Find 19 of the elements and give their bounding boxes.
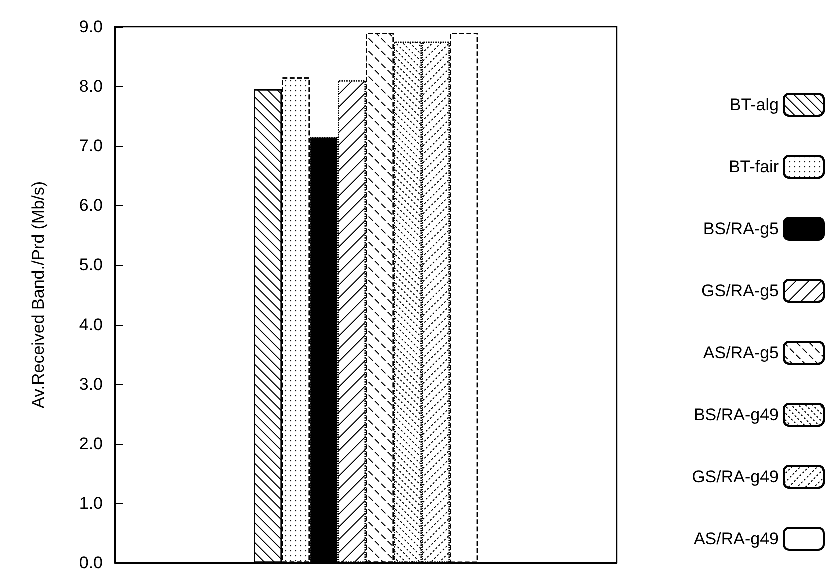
legend-label: GS/RA-g5 — [702, 282, 779, 300]
y-tick-label: 5.0 — [79, 256, 103, 275]
y-axis-title: Av.Received Band./Prd (Mb/s) — [29, 181, 48, 409]
y-tick-label: 3.0 — [79, 374, 103, 394]
y-tick-label: 0.0 — [79, 554, 103, 572]
y-tick-label: 6.0 — [79, 196, 103, 216]
legend-label: AS/RA-g49 — [694, 530, 779, 548]
legend-label: BS/RA-g49 — [694, 406, 779, 424]
y-tick-label: 2.0 — [79, 434, 103, 454]
legend-label: BS/RA-g5 — [703, 220, 779, 238]
y-tick-label: 4.0 — [79, 315, 103, 334]
y-tick-label: 9.0 — [79, 18, 103, 36]
legend-label: BT-fair — [728, 158, 780, 176]
y-tick-label: 8.0 — [79, 77, 103, 96]
legend-label: AS/RA-g5 — [703, 344, 779, 362]
legend-label: BT-alg — [730, 96, 779, 114]
legend-label: GS/RA-g49 — [692, 468, 779, 486]
y-tick-label: 1.0 — [79, 494, 103, 513]
y-tick-label: 7.0 — [79, 136, 103, 156]
